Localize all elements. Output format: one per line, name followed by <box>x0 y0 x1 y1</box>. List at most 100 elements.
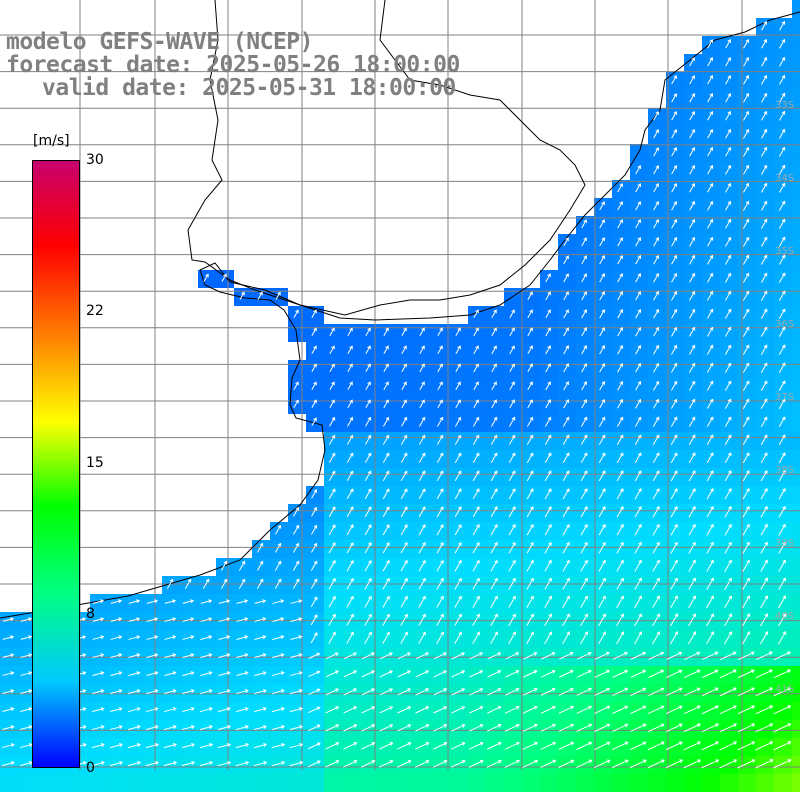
wind-cell <box>540 432 558 450</box>
wind-cell <box>612 756 630 774</box>
wind-cell <box>198 630 216 648</box>
wind-arrow <box>598 470 606 482</box>
wind-arrow <box>436 434 444 445</box>
wind-arrow <box>742 631 751 645</box>
wind-arrow <box>634 488 642 500</box>
wind-arrow <box>689 290 696 301</box>
wind-arrow <box>743 164 750 175</box>
wind-cell <box>756 576 774 594</box>
wind-cell <box>396 702 414 720</box>
wind-cell <box>342 342 360 360</box>
wind-arrow <box>562 523 570 536</box>
wind-cell <box>612 180 630 198</box>
wind-cell <box>0 738 18 756</box>
wind-cell <box>504 630 522 648</box>
wind-cell <box>648 378 666 396</box>
wind-cell <box>504 522 522 540</box>
wind-cell <box>180 720 198 738</box>
wind-arrow <box>544 577 552 590</box>
wind-cell <box>0 684 18 702</box>
wind-arrow <box>562 470 570 482</box>
wind-cell <box>720 702 738 720</box>
wind-cell <box>684 234 702 252</box>
wind-arrow <box>706 434 714 446</box>
wind-arrow <box>415 670 430 678</box>
wind-arrow <box>508 559 516 572</box>
wind-arrow <box>490 559 498 572</box>
wind-arrow <box>707 290 714 301</box>
wind-arrow <box>581 237 587 247</box>
wind-arrow <box>599 201 605 211</box>
wind-cell <box>648 630 666 648</box>
wind-cell <box>648 432 666 450</box>
wind-cell <box>612 666 630 684</box>
wind-cell <box>612 198 630 216</box>
wind-cell <box>324 738 342 756</box>
wind-cell <box>414 486 432 504</box>
wind-cell <box>288 576 306 594</box>
wind-arrow <box>580 559 588 572</box>
wind-cell <box>666 450 684 468</box>
wind-cell <box>792 450 800 468</box>
wind-cell <box>18 702 36 720</box>
wind-arrow <box>616 595 624 608</box>
wind-cell <box>198 720 216 738</box>
wind-arrow <box>329 345 335 354</box>
wind-cell <box>468 558 486 576</box>
wind-cell <box>486 468 504 486</box>
wind-cell <box>540 468 558 486</box>
wind-arrow <box>755 759 774 769</box>
wind-cell <box>486 342 504 360</box>
wind-cell <box>126 630 144 648</box>
wind-arrow <box>311 345 317 354</box>
wind-cell <box>450 540 468 558</box>
wind-cell <box>684 126 702 144</box>
wind-cell <box>414 774 432 792</box>
wind-arrow <box>437 363 443 373</box>
wind-arrow <box>508 488 516 500</box>
wind-arrow <box>164 635 177 640</box>
wind-cell <box>378 504 396 522</box>
wind-arrow <box>346 524 354 536</box>
lat-label: 39S <box>775 538 795 549</box>
wind-cell <box>576 540 594 558</box>
wind-arrow <box>271 689 285 695</box>
wind-cell <box>720 36 738 54</box>
wind-arrow <box>598 595 606 608</box>
wind-arrow <box>616 488 624 500</box>
wind-cell <box>576 630 594 648</box>
wind-cell <box>702 432 720 450</box>
wind-cell <box>666 486 684 504</box>
wind-cell <box>666 306 684 324</box>
wind-arrow <box>365 416 372 427</box>
wind-cell <box>342 756 360 774</box>
wind-arrow <box>706 416 714 427</box>
wind-arrow <box>490 577 498 590</box>
wind-arrow <box>509 381 515 391</box>
wind-cell <box>558 522 576 540</box>
wind-cell <box>378 486 396 504</box>
wind-arrow <box>418 416 426 427</box>
wind-cell <box>216 270 234 288</box>
wind-arrow <box>652 541 660 554</box>
wind-arrow <box>472 434 480 445</box>
wind-cell <box>252 558 270 576</box>
wind-cell <box>486 450 504 468</box>
wind-arrow <box>238 560 246 571</box>
wind-arrow <box>599 345 606 355</box>
wind-cell <box>180 756 198 774</box>
wind-arrow <box>653 165 659 175</box>
wind-arrow <box>599 309 605 319</box>
wind-arrow <box>670 559 678 572</box>
wind-arrow <box>617 327 624 337</box>
wind-cell <box>738 576 756 594</box>
wind-cell <box>252 630 270 648</box>
wind-arrow <box>19 761 33 767</box>
wind-arrow <box>508 506 516 518</box>
wind-cell <box>666 738 684 756</box>
wind-arrow <box>436 541 444 554</box>
wind-cell <box>684 252 702 270</box>
wind-arrow <box>127 743 141 749</box>
wind-cell <box>648 576 666 594</box>
wind-arrow <box>328 524 336 536</box>
